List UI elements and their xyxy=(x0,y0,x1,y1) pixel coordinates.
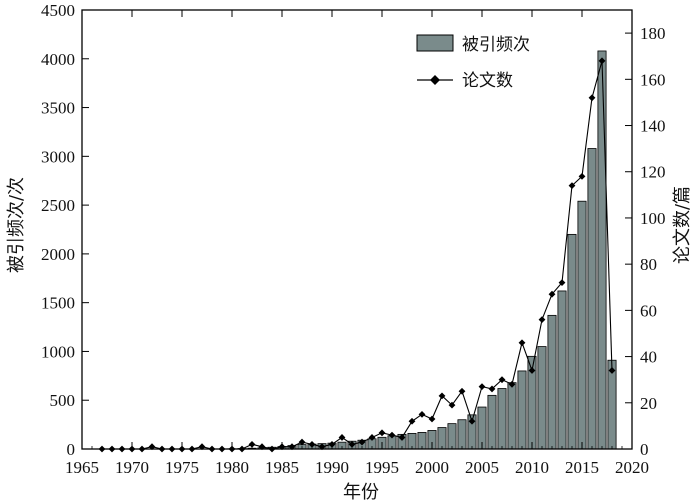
x-tick-label-2020: 2020 xyxy=(615,458,649,477)
point-1988 xyxy=(308,440,316,448)
y-left-tick-label-500: 500 xyxy=(50,391,76,410)
point-2017 xyxy=(598,57,606,65)
bar-2017 xyxy=(597,50,607,450)
point-2001 xyxy=(438,392,446,400)
point-1997 xyxy=(398,434,406,441)
x-tick-label-1990: 1990 xyxy=(315,458,349,477)
bar-2007 xyxy=(497,388,507,450)
y-right-tick-label-120: 120 xyxy=(640,163,666,182)
point-2015 xyxy=(578,172,586,180)
bar-2002 xyxy=(447,423,457,450)
point-1996 xyxy=(388,431,396,439)
point-1999 xyxy=(418,410,426,418)
point-2002 xyxy=(448,401,456,409)
legend-bar-swatch xyxy=(416,34,454,52)
y-left-tick-label-4000: 4000 xyxy=(41,50,75,69)
bar-2014 xyxy=(567,233,577,450)
point-2004 xyxy=(468,417,476,425)
x-tick-label-1965: 1965 xyxy=(65,458,99,477)
y-right-tick-label-0: 0 xyxy=(640,440,649,459)
bar-2016 xyxy=(587,148,597,450)
point-2007 xyxy=(498,376,506,384)
y-right-tick-label-140: 140 xyxy=(640,117,666,136)
y-left-tick-label-3500: 3500 xyxy=(41,99,75,118)
point-2003 xyxy=(458,387,466,395)
point-2016 xyxy=(588,94,596,102)
x-tick-label-1975: 1975 xyxy=(165,458,199,477)
bar-2012 xyxy=(547,314,557,450)
legend-line-label: 论文数 xyxy=(462,71,513,91)
bar-2009 xyxy=(517,370,527,450)
y-left-tick-label-3000: 3000 xyxy=(41,147,75,166)
legend-bar-label: 被引频次 xyxy=(462,35,530,55)
legend: 被引频次 论文数 xyxy=(416,34,530,91)
x-tick-label-2005: 2005 xyxy=(465,458,499,477)
point-1992 xyxy=(348,440,356,448)
y-right-tick-label-180: 180 xyxy=(640,24,666,43)
point-2014 xyxy=(568,182,576,189)
bar-2003 xyxy=(457,419,467,450)
y-left-tick-label-2500: 2500 xyxy=(41,196,75,215)
legend-line-marker xyxy=(430,75,440,85)
point-2005 xyxy=(478,383,486,391)
y-right-tick-label-100: 100 xyxy=(640,209,666,228)
bars-layer xyxy=(227,50,617,450)
bar-2008 xyxy=(507,382,517,450)
bar-2001 xyxy=(437,427,447,450)
y-left-tick-label-1500: 1500 xyxy=(41,294,75,313)
y-right-tick-label-20: 20 xyxy=(640,394,657,413)
y-right-tick-label-160: 160 xyxy=(640,70,666,89)
point-1994 xyxy=(368,434,376,441)
x-tick-label-2010: 2010 xyxy=(515,458,549,477)
x-axis: 1965 1970 1975 1980 1985 1990 1995 2000 2005 2010… xyxy=(65,10,649,477)
point-1995 xyxy=(378,429,386,437)
y-right-tick-label-60: 60 xyxy=(640,301,657,320)
y-left-tick-label-0: 0 xyxy=(67,440,76,459)
y-right-tick-label-40: 40 xyxy=(640,348,657,367)
x-tick-label-1970: 1970 xyxy=(115,458,149,477)
plot-frame xyxy=(81,9,633,450)
point-1982 xyxy=(248,440,256,448)
point-1998 xyxy=(408,417,416,425)
y-left-axis-title: 被引频次/次 xyxy=(6,177,27,273)
point-2011 xyxy=(538,316,546,324)
y-left-tick-label-1000: 1000 xyxy=(41,342,75,361)
point-1987 xyxy=(298,438,306,446)
bar-2013 xyxy=(557,290,567,450)
point-2010 xyxy=(528,367,536,374)
point-2009 xyxy=(518,339,526,347)
point-2012 xyxy=(548,290,556,298)
y-left-tick-label-4500: 4500 xyxy=(41,1,75,20)
y-left-tick-label-2000: 2000 xyxy=(41,245,75,264)
bar-2015 xyxy=(577,200,587,450)
point-1993 xyxy=(358,438,366,446)
x-tick-label-1985: 1985 xyxy=(265,458,299,477)
x-tick-label-2015: 2015 xyxy=(565,458,599,477)
y-left-axis: 0 500 1000 1500 2000 2500 3000 3500 4000 4500 xyxy=(41,1,89,459)
y-right-tick-label-80: 80 xyxy=(640,255,657,274)
point-1991 xyxy=(338,434,346,441)
point-2013 xyxy=(558,279,566,287)
y-right-axis: 0 20 40 60 80 100 120 140 160 180 xyxy=(625,24,666,459)
x-tick-label-1995: 1995 xyxy=(365,458,399,477)
y-right-axis-title: 论文数/篇 xyxy=(672,186,693,264)
bar-2011 xyxy=(537,346,547,450)
x-tick-label-1980: 1980 xyxy=(215,458,249,477)
bar-2006 xyxy=(487,394,497,450)
x-axis-title: 年份 xyxy=(343,482,379,503)
point-2006 xyxy=(488,385,496,393)
point-2000 xyxy=(428,415,436,423)
point-2008 xyxy=(508,380,516,388)
x-tick-label-2000: 2000 xyxy=(415,458,449,477)
point-2018 xyxy=(608,367,616,374)
